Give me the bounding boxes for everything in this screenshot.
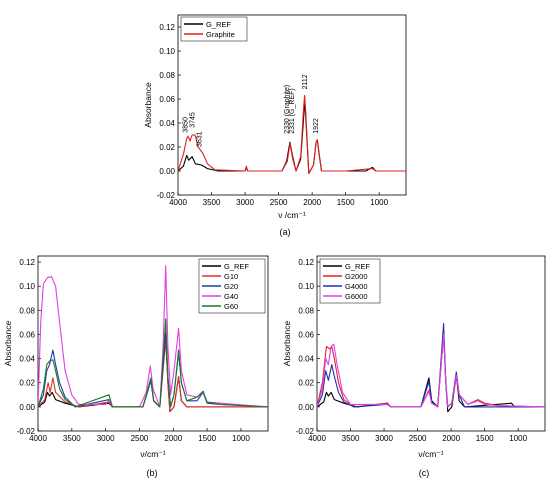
y-tick-label: 0.10 xyxy=(19,282,35,291)
x-tick-label: 1000 xyxy=(232,434,250,443)
panel-caption: (b) xyxy=(147,468,158,478)
x-tick-label: 3500 xyxy=(342,434,360,443)
y-axis-label: Absorbance xyxy=(282,321,292,367)
y-tick-label: 0.08 xyxy=(159,71,175,80)
peak-annotation: 2330 (Graphite) xyxy=(284,85,291,134)
series-line-g40 xyxy=(38,265,268,408)
series-line-graphite xyxy=(178,94,406,174)
legend-label: Graphite xyxy=(206,30,235,39)
x-tick-label: 1500 xyxy=(476,434,494,443)
legend-label: G_REF xyxy=(345,262,370,271)
chart-panel-c: 4000 3500 3000 2500 2000 1500 1000 -0.02 0.00 0.0… xyxy=(282,255,546,478)
x-tick-label: 2000 xyxy=(442,434,460,443)
y-tick-label: 0.02 xyxy=(298,379,314,388)
legend-label: G2000 xyxy=(345,272,368,281)
x-tick-label: 1500 xyxy=(337,198,355,207)
x-tick-label: 2000 xyxy=(164,434,182,443)
y-tick-label: 0.08 xyxy=(19,306,35,315)
series-line-g4000 xyxy=(317,323,545,408)
y-tick-label: 0.00 xyxy=(298,403,314,412)
y-axis-label: Absorbance xyxy=(143,82,153,128)
y-tick-label: -0.02 xyxy=(157,191,176,200)
y-tick-label: 0.06 xyxy=(19,330,35,339)
x-tick-label: 1000 xyxy=(509,434,527,443)
peak-annotation: 3745 xyxy=(189,112,196,128)
x-tick-label: 2000 xyxy=(303,198,321,207)
plot-frame xyxy=(37,255,269,432)
x-axis-label: ν/cm⁻¹ xyxy=(140,449,165,459)
chart-panel-b: 4000 3500 3000 2500 2000 1500 1000 -0.02 0.00 0.0… xyxy=(3,255,269,478)
x-tick-label: 3000 xyxy=(375,434,393,443)
y-tick-label: 0.04 xyxy=(298,355,314,364)
y-tick-label: 0.02 xyxy=(19,379,35,388)
peak-annotation: 2331 (G_REF) xyxy=(289,88,296,134)
legend-label: G4000 xyxy=(345,282,368,291)
legend-label: G_REF xyxy=(224,262,249,271)
panel-caption: (c) xyxy=(419,468,430,478)
legend-label: G40 xyxy=(224,292,238,301)
y-tick-label: -0.02 xyxy=(17,427,36,436)
peak-annotation: 3631 xyxy=(197,131,204,147)
y-axis-label: Absorbance xyxy=(3,321,13,367)
x-tick-label: 2500 xyxy=(409,434,427,443)
y-tick-label: 0.04 xyxy=(159,119,175,128)
panel-caption: (a) xyxy=(280,227,291,237)
plot-frame xyxy=(177,14,407,196)
legend-label: G_REF xyxy=(206,20,231,29)
x-tick-label: 1500 xyxy=(198,434,216,443)
series-line-g-ref xyxy=(38,333,268,413)
x-tick-label: 4000 xyxy=(169,198,187,207)
x-tick-label: 4000 xyxy=(308,434,326,443)
x-tick-label: 3000 xyxy=(236,198,254,207)
series-line-g6000 xyxy=(317,333,545,408)
peak-annotation: 1922 xyxy=(313,118,320,134)
x-tick-label: 3500 xyxy=(203,198,221,207)
y-tick-label: 0.02 xyxy=(159,143,175,152)
y-tick-label: 0.12 xyxy=(19,258,35,267)
y-tick-label: 0.08 xyxy=(298,306,314,315)
y-tick-label: 0.10 xyxy=(298,282,314,291)
peak-annotation: 3850 xyxy=(183,117,190,133)
peak-annotation: 2112 xyxy=(302,74,309,89)
legend-box xyxy=(180,16,248,42)
y-tick-label: 0.06 xyxy=(298,330,314,339)
y-tick-label: 0.10 xyxy=(159,47,175,56)
x-axis-label: ν /cm⁻¹ xyxy=(278,210,306,220)
x-tick-label: 3500 xyxy=(63,434,81,443)
x-axis-label: ν/cm⁻¹ xyxy=(418,449,443,459)
y-tick-label: 0.00 xyxy=(159,167,175,176)
x-tick-label: 4000 xyxy=(29,434,47,443)
y-tick-label: 0.12 xyxy=(298,258,314,267)
plot-frame xyxy=(316,255,546,432)
chart-panel-a: 4000 3500 3000 2500 2000 1500 1000 -0.02 0.00 0.0… xyxy=(143,14,407,237)
series-line-g10 xyxy=(38,339,268,413)
y-tick-label: 0.00 xyxy=(19,403,35,412)
x-tick-label: 2500 xyxy=(270,198,288,207)
series-line-g60 xyxy=(38,318,268,408)
x-tick-label: 1000 xyxy=(370,198,388,207)
legend-label: G6000 xyxy=(345,292,368,301)
y-tick-label: -0.02 xyxy=(296,427,315,436)
y-tick-label: 0.04 xyxy=(19,355,35,364)
legend-label: G20 xyxy=(224,282,238,291)
legend-label: G60 xyxy=(224,302,238,311)
legend-label: G10 xyxy=(224,272,238,281)
x-tick-label: 3000 xyxy=(97,434,115,443)
y-tick-label: 0.12 xyxy=(159,23,175,32)
y-tick-label: 0.06 xyxy=(159,95,175,104)
x-tick-label: 2500 xyxy=(131,434,149,443)
